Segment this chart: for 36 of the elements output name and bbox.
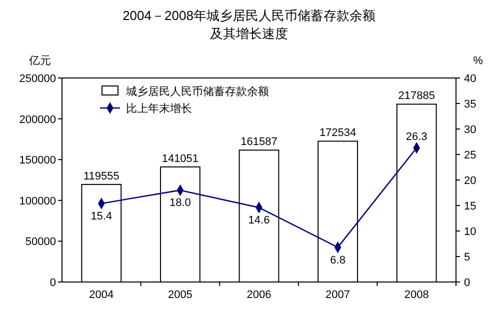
x-tick-label: 2005 bbox=[168, 289, 192, 301]
y-tick-label: 50000 bbox=[25, 236, 56, 248]
y2-tick-label: 0 bbox=[464, 277, 470, 289]
chart-subtitle: 及其增长速度 bbox=[210, 26, 288, 41]
x-tick-label: 2004 bbox=[89, 289, 114, 301]
data-label: 161587 bbox=[240, 136, 278, 148]
y2-tick-label: 30 bbox=[464, 124, 476, 136]
y-tick-label: 200000 bbox=[19, 114, 56, 126]
data-label: 6.8 bbox=[330, 254, 346, 266]
y2-tick-label: 40 bbox=[464, 73, 476, 85]
data-label: 26.3 bbox=[406, 130, 428, 143]
y2-tick-label: 20 bbox=[464, 175, 476, 187]
x-tick-label: 2008 bbox=[404, 289, 429, 301]
data-label: 15.4 bbox=[90, 210, 112, 222]
y-tick-label: 0 bbox=[50, 277, 56, 289]
data-label: 172534 bbox=[319, 127, 356, 140]
legend-label: 城乡居民人民币储蓄存款余额 bbox=[125, 85, 269, 98]
y2-tick-label: 35 bbox=[464, 98, 476, 110]
y2-axis-title: % bbox=[473, 55, 484, 67]
legend-label: 比上年末增长 bbox=[126, 102, 192, 115]
data-label: 14.6 bbox=[248, 214, 270, 227]
data-label: 119555 bbox=[83, 170, 120, 182]
y2-tick-label: 25 bbox=[464, 150, 476, 162]
data-label: 141051 bbox=[162, 152, 199, 165]
data-label: 217885 bbox=[398, 90, 435, 102]
data-label: 18.0 bbox=[169, 197, 191, 210]
x-tick-label: 2007 bbox=[326, 289, 350, 301]
y-tick-label: 250000 bbox=[19, 73, 56, 85]
x-tick-label: 2006 bbox=[246, 289, 272, 301]
y2-tick-label: 5 bbox=[464, 252, 470, 264]
y-tick-label: 150000 bbox=[19, 154, 56, 167]
y-tick-label: 100000 bbox=[19, 195, 56, 208]
y-axis-title: 亿元 bbox=[28, 55, 51, 67]
chart-title: 2004－2008年城乡居民人民币储蓄存款余额 bbox=[122, 8, 376, 23]
y2-tick-label: 10 bbox=[464, 226, 476, 238]
y2-tick-label: 15 bbox=[464, 200, 476, 212]
